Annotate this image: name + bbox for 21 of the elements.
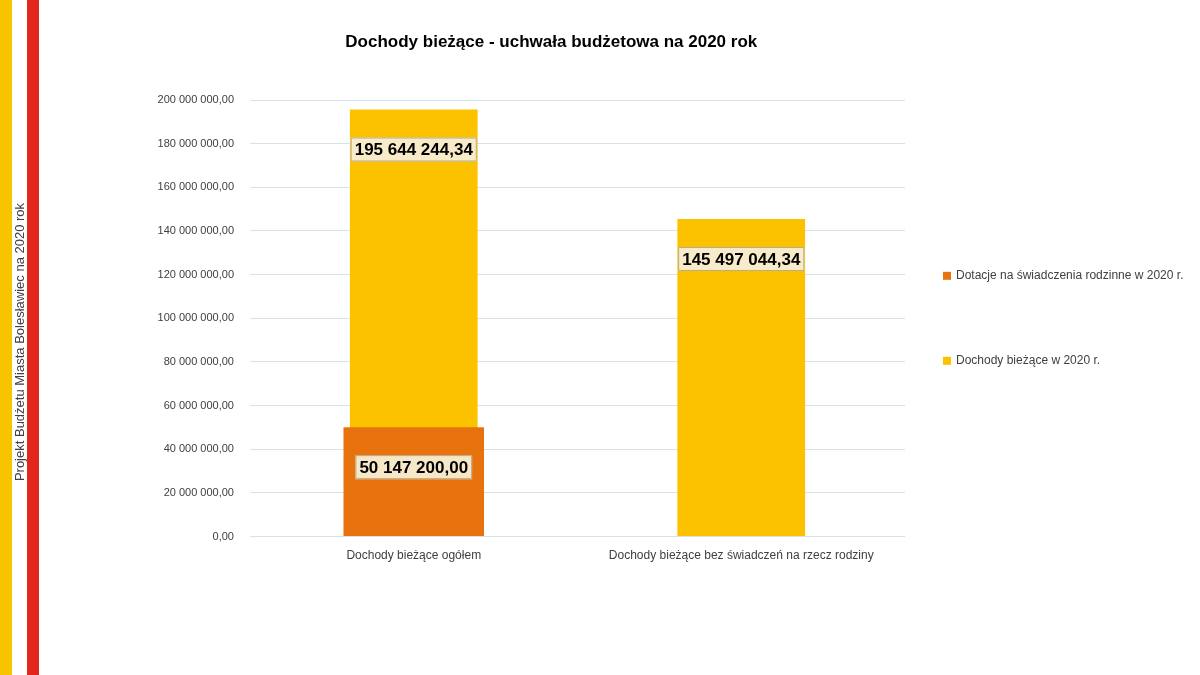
text: Projekt Budżetu Miasta Bolesławiec na 2020 rok [11,202,27,482]
data-label: 195 644 244,34 [354,140,474,160]
data-label: 145 497 044,34 [682,249,801,269]
y-tick-label: 0,00 [212,529,234,542]
legend-label: Dochody bieżące w 2020 r. [956,353,1101,368]
bar [677,218,806,537]
x-tick-label: Dochody bieżące bez świadczeń na rzecz rodziny [608,548,874,563]
y-tick-label: 200 000 000,00 [157,93,234,106]
y-tick-label: 120 000 000,00 [157,267,234,280]
y-tick-label: 180 000 000,00 [157,136,234,149]
y-tick-label: 60 000 000,00 [163,398,234,411]
x-tick-label: Dochody bieżące ogółem [346,548,482,563]
legend-label: Dotacje na świadczenia rodzinne w 2020 r. [956,268,1184,283]
y-tick-label: 140 000 000,00 [157,224,234,237]
y-tick-label: 100 000 000,00 [157,311,234,324]
y-tick-label: 160 000 000,00 [157,180,234,193]
chart-title: Dochody bieżące - uchwała budżetowa na 2020 rok [345,31,758,51]
y-tick-label: 40 000 000,00 [163,442,234,455]
y-tick-label: 20 000 000,00 [163,485,234,498]
data-label: 50 147 200,00 [359,457,469,477]
y-tick-label: 80 000 000,00 [163,354,234,367]
